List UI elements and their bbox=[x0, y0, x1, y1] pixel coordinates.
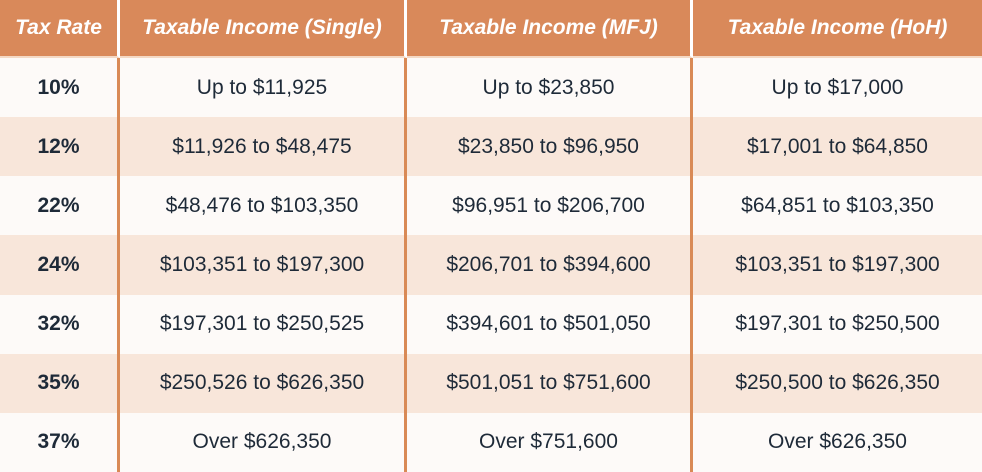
income-cell: $103,351 to $197,300 bbox=[120, 235, 407, 295]
rate-cell: 35% bbox=[0, 353, 120, 413]
income-cell: $64,851 to $103,350 bbox=[693, 176, 982, 236]
rate-cell: 32% bbox=[0, 294, 120, 354]
header-cell: Taxable Income (MFJ) bbox=[407, 0, 693, 58]
income-cell: $197,301 to $250,500 bbox=[693, 294, 982, 354]
income-cell: $394,601 to $501,050 bbox=[407, 294, 693, 354]
income-cell: $48,476 to $103,350 bbox=[120, 176, 407, 236]
income-cell: $250,500 to $626,350 bbox=[693, 353, 982, 413]
income-cell: Over $626,350 bbox=[120, 412, 407, 472]
income-cell: $197,301 to $250,525 bbox=[120, 294, 407, 354]
header-cell: Tax Rate bbox=[0, 0, 120, 58]
income-cell: $17,001 to $64,850 bbox=[693, 117, 982, 177]
income-cell: $23,850 to $96,950 bbox=[407, 117, 693, 177]
income-cell: $103,351 to $197,300 bbox=[693, 235, 982, 295]
income-cell: $501,051 to $751,600 bbox=[407, 353, 693, 413]
income-cell: $250,526 to $626,350 bbox=[120, 353, 407, 413]
income-cell: Up to $23,850 bbox=[407, 58, 693, 118]
income-cell: Over $626,350 bbox=[693, 412, 982, 472]
income-cell: $11,926 to $48,475 bbox=[120, 117, 407, 177]
rate-cell: 22% bbox=[0, 176, 120, 236]
rate-cell: 10% bbox=[0, 58, 120, 118]
income-cell: Over $751,600 bbox=[407, 412, 693, 472]
income-cell: Up to $11,925 bbox=[120, 58, 407, 118]
income-cell: $96,951 to $206,700 bbox=[407, 176, 693, 236]
rate-cell: 37% bbox=[0, 412, 120, 472]
header-cell: Taxable Income (Single) bbox=[120, 0, 407, 58]
rate-cell: 24% bbox=[0, 235, 120, 295]
rate-cell: 12% bbox=[0, 117, 120, 177]
header-cell: Taxable Income (HoH) bbox=[693, 0, 982, 58]
income-cell: Up to $17,000 bbox=[693, 58, 982, 118]
income-cell: $206,701 to $394,600 bbox=[407, 235, 693, 295]
